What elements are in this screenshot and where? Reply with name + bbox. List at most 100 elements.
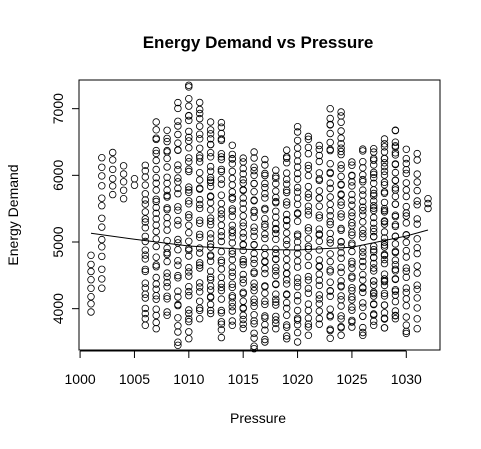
- data-point: [304, 149, 313, 158]
- data-point: [315, 270, 323, 278]
- data-point: [402, 238, 410, 246]
- data-point: [413, 249, 421, 258]
- data-point: [195, 114, 204, 123]
- data-point: [174, 287, 182, 295]
- data-point: [152, 179, 160, 187]
- data-point: [326, 287, 334, 295]
- data-point: [250, 179, 258, 188]
- data-point: [283, 158, 291, 167]
- data-point: [239, 288, 247, 296]
- data-point: [402, 295, 410, 303]
- data-point: [185, 315, 193, 323]
- data-point: [217, 309, 226, 317]
- data-point: [239, 320, 247, 328]
- data-point: [98, 172, 106, 180]
- data-point: [217, 180, 226, 188]
- data-point: [326, 129, 334, 138]
- data-point: [337, 243, 345, 251]
- data-point: [239, 233, 247, 242]
- data-point: [163, 283, 171, 291]
- data-point: [174, 206, 182, 214]
- data-point: [239, 297, 247, 305]
- data-point: [315, 314, 323, 323]
- data-point: [119, 170, 128, 178]
- data-point: [380, 143, 389, 151]
- data-point: [185, 144, 193, 152]
- data-point: [195, 168, 204, 177]
- data-point: [380, 292, 389, 300]
- data-point: [163, 308, 171, 316]
- data-point: [261, 234, 269, 243]
- data-point: [304, 190, 313, 198]
- data-point: [304, 161, 313, 170]
- data-point: [217, 237, 226, 246]
- data-point: [185, 137, 193, 145]
- data-point: [348, 158, 356, 166]
- data-point: [272, 301, 280, 309]
- data-point: [326, 292, 334, 300]
- data-point: [239, 175, 247, 184]
- data-point: [272, 295, 280, 303]
- data-point: [315, 141, 323, 150]
- data-point: [195, 151, 204, 160]
- data-point: [228, 228, 236, 237]
- data-point: [206, 206, 215, 214]
- data-point: [239, 279, 247, 287]
- data-point: [293, 194, 302, 202]
- data-point: [380, 220, 389, 228]
- data-point: [163, 163, 171, 171]
- data-point: [250, 283, 258, 291]
- data-point: [228, 247, 236, 255]
- data-point: [119, 186, 128, 194]
- data-point: [348, 172, 356, 180]
- data-point: [217, 123, 226, 131]
- data-point: [283, 169, 291, 177]
- data-point: [141, 284, 149, 292]
- data-point: [174, 117, 182, 125]
- data-point: [272, 219, 280, 228]
- data-point: [239, 324, 247, 333]
- data-point: [185, 291, 193, 300]
- data-point: [348, 201, 356, 209]
- data-point: [185, 317, 193, 326]
- data-point: [250, 320, 258, 328]
- data-point: [413, 304, 421, 312]
- data-point: [217, 265, 226, 273]
- data-point: [239, 170, 247, 178]
- data-point: [348, 221, 356, 230]
- data-point: [402, 179, 410, 187]
- data-point: [141, 161, 149, 169]
- data-point: [413, 285, 421, 293]
- data-point: [195, 219, 204, 227]
- data-point: [174, 146, 182, 154]
- data-point: [195, 109, 204, 118]
- data-point: [217, 232, 226, 240]
- data-point: [228, 167, 236, 176]
- data-point: [413, 197, 421, 205]
- data-point: [195, 204, 204, 213]
- data-point: [217, 191, 226, 199]
- data-point: [370, 317, 378, 325]
- data-point: [141, 267, 149, 276]
- data-point: [391, 176, 400, 184]
- data-point: [370, 248, 378, 256]
- data-point: [293, 144, 302, 152]
- data-point: [98, 265, 106, 273]
- data-point: [98, 153, 106, 162]
- data-point: [293, 217, 302, 225]
- data-point: [380, 140, 389, 148]
- data-point: [98, 201, 106, 210]
- data-point: [413, 149, 421, 158]
- data-point: [283, 229, 291, 237]
- data-point: [174, 328, 182, 336]
- data-point: [380, 171, 389, 179]
- data-point: [272, 319, 280, 328]
- data-point: [370, 213, 378, 222]
- data-point: [206, 282, 215, 290]
- data-point: [152, 318, 160, 327]
- x-tick-label: 1010: [173, 371, 204, 387]
- data-point: [217, 273, 226, 281]
- data-point: [391, 151, 400, 159]
- x-tick-label: 1005: [119, 371, 150, 387]
